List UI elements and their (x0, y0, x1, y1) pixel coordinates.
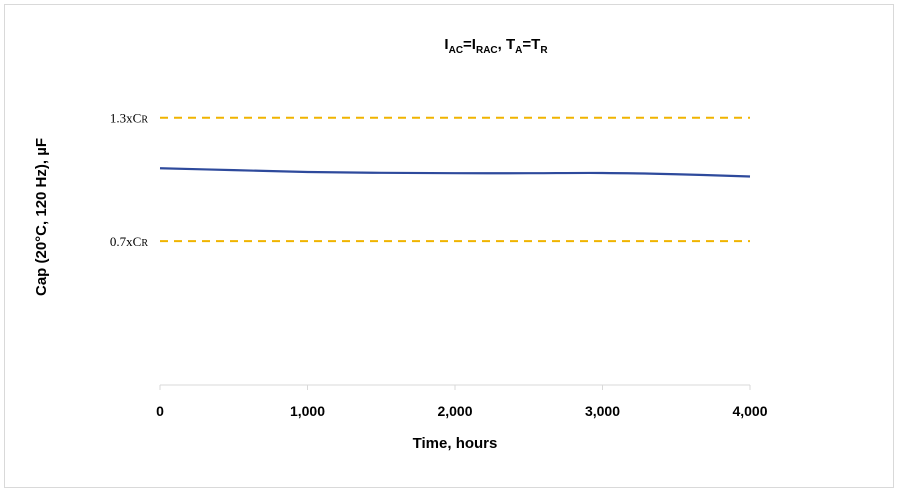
x-tick-label: 2,000 (437, 403, 472, 419)
title-subscript: R (540, 45, 548, 56)
title-part: , T (498, 36, 516, 53)
x-tick-label: 0 (156, 403, 164, 419)
x-axis-ticks: 0 1,000 2,000 3,000 4,000 (156, 385, 768, 419)
x-tick-label: 1,000 (290, 403, 325, 419)
title-part: I (444, 36, 448, 53)
chart-title: IAC=IRAC, TA=TR (444, 36, 548, 56)
series-line-0 (159, 167, 751, 178)
y-axis-title: Cap (20°C, 120 Hz), µF (33, 138, 50, 296)
title-subscript: A (515, 45, 522, 56)
title-subscript: AC (449, 45, 463, 56)
title-subscript: RAC (476, 45, 498, 56)
title-part: =I (463, 36, 476, 53)
reference-line-label-0: 1.3xCR (110, 111, 148, 126)
title-part: =T (522, 36, 540, 53)
reference-lines: 1.3xCR 0.7xCR (110, 111, 750, 249)
x-tick-label: 4,000 (732, 403, 767, 419)
series-group (159, 167, 751, 178)
x-tick-label: 3,000 (585, 403, 620, 419)
x-axis-title: Time, hours (413, 435, 498, 452)
chart-area (4, 4, 894, 488)
reference-line-label-1: 0.7xCR (110, 234, 148, 249)
